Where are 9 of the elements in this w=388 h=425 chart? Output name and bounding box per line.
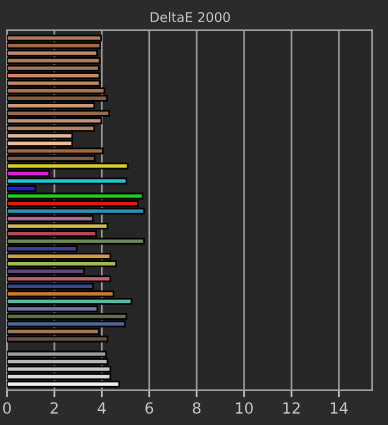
- x-tick-label: 14: [330, 402, 348, 414]
- x-tick-label: 12: [283, 402, 300, 414]
- x-tick-label: 8: [192, 402, 200, 414]
- chart-title: DeltaE 2000: [150, 12, 230, 22]
- x-tick-label: 6: [145, 402, 154, 414]
- x-tick-label: 2: [50, 402, 58, 414]
- x-tick-label: 10: [236, 402, 253, 414]
- x-tick-label: 0: [3, 402, 11, 414]
- x-tick-label: 4: [98, 402, 106, 414]
